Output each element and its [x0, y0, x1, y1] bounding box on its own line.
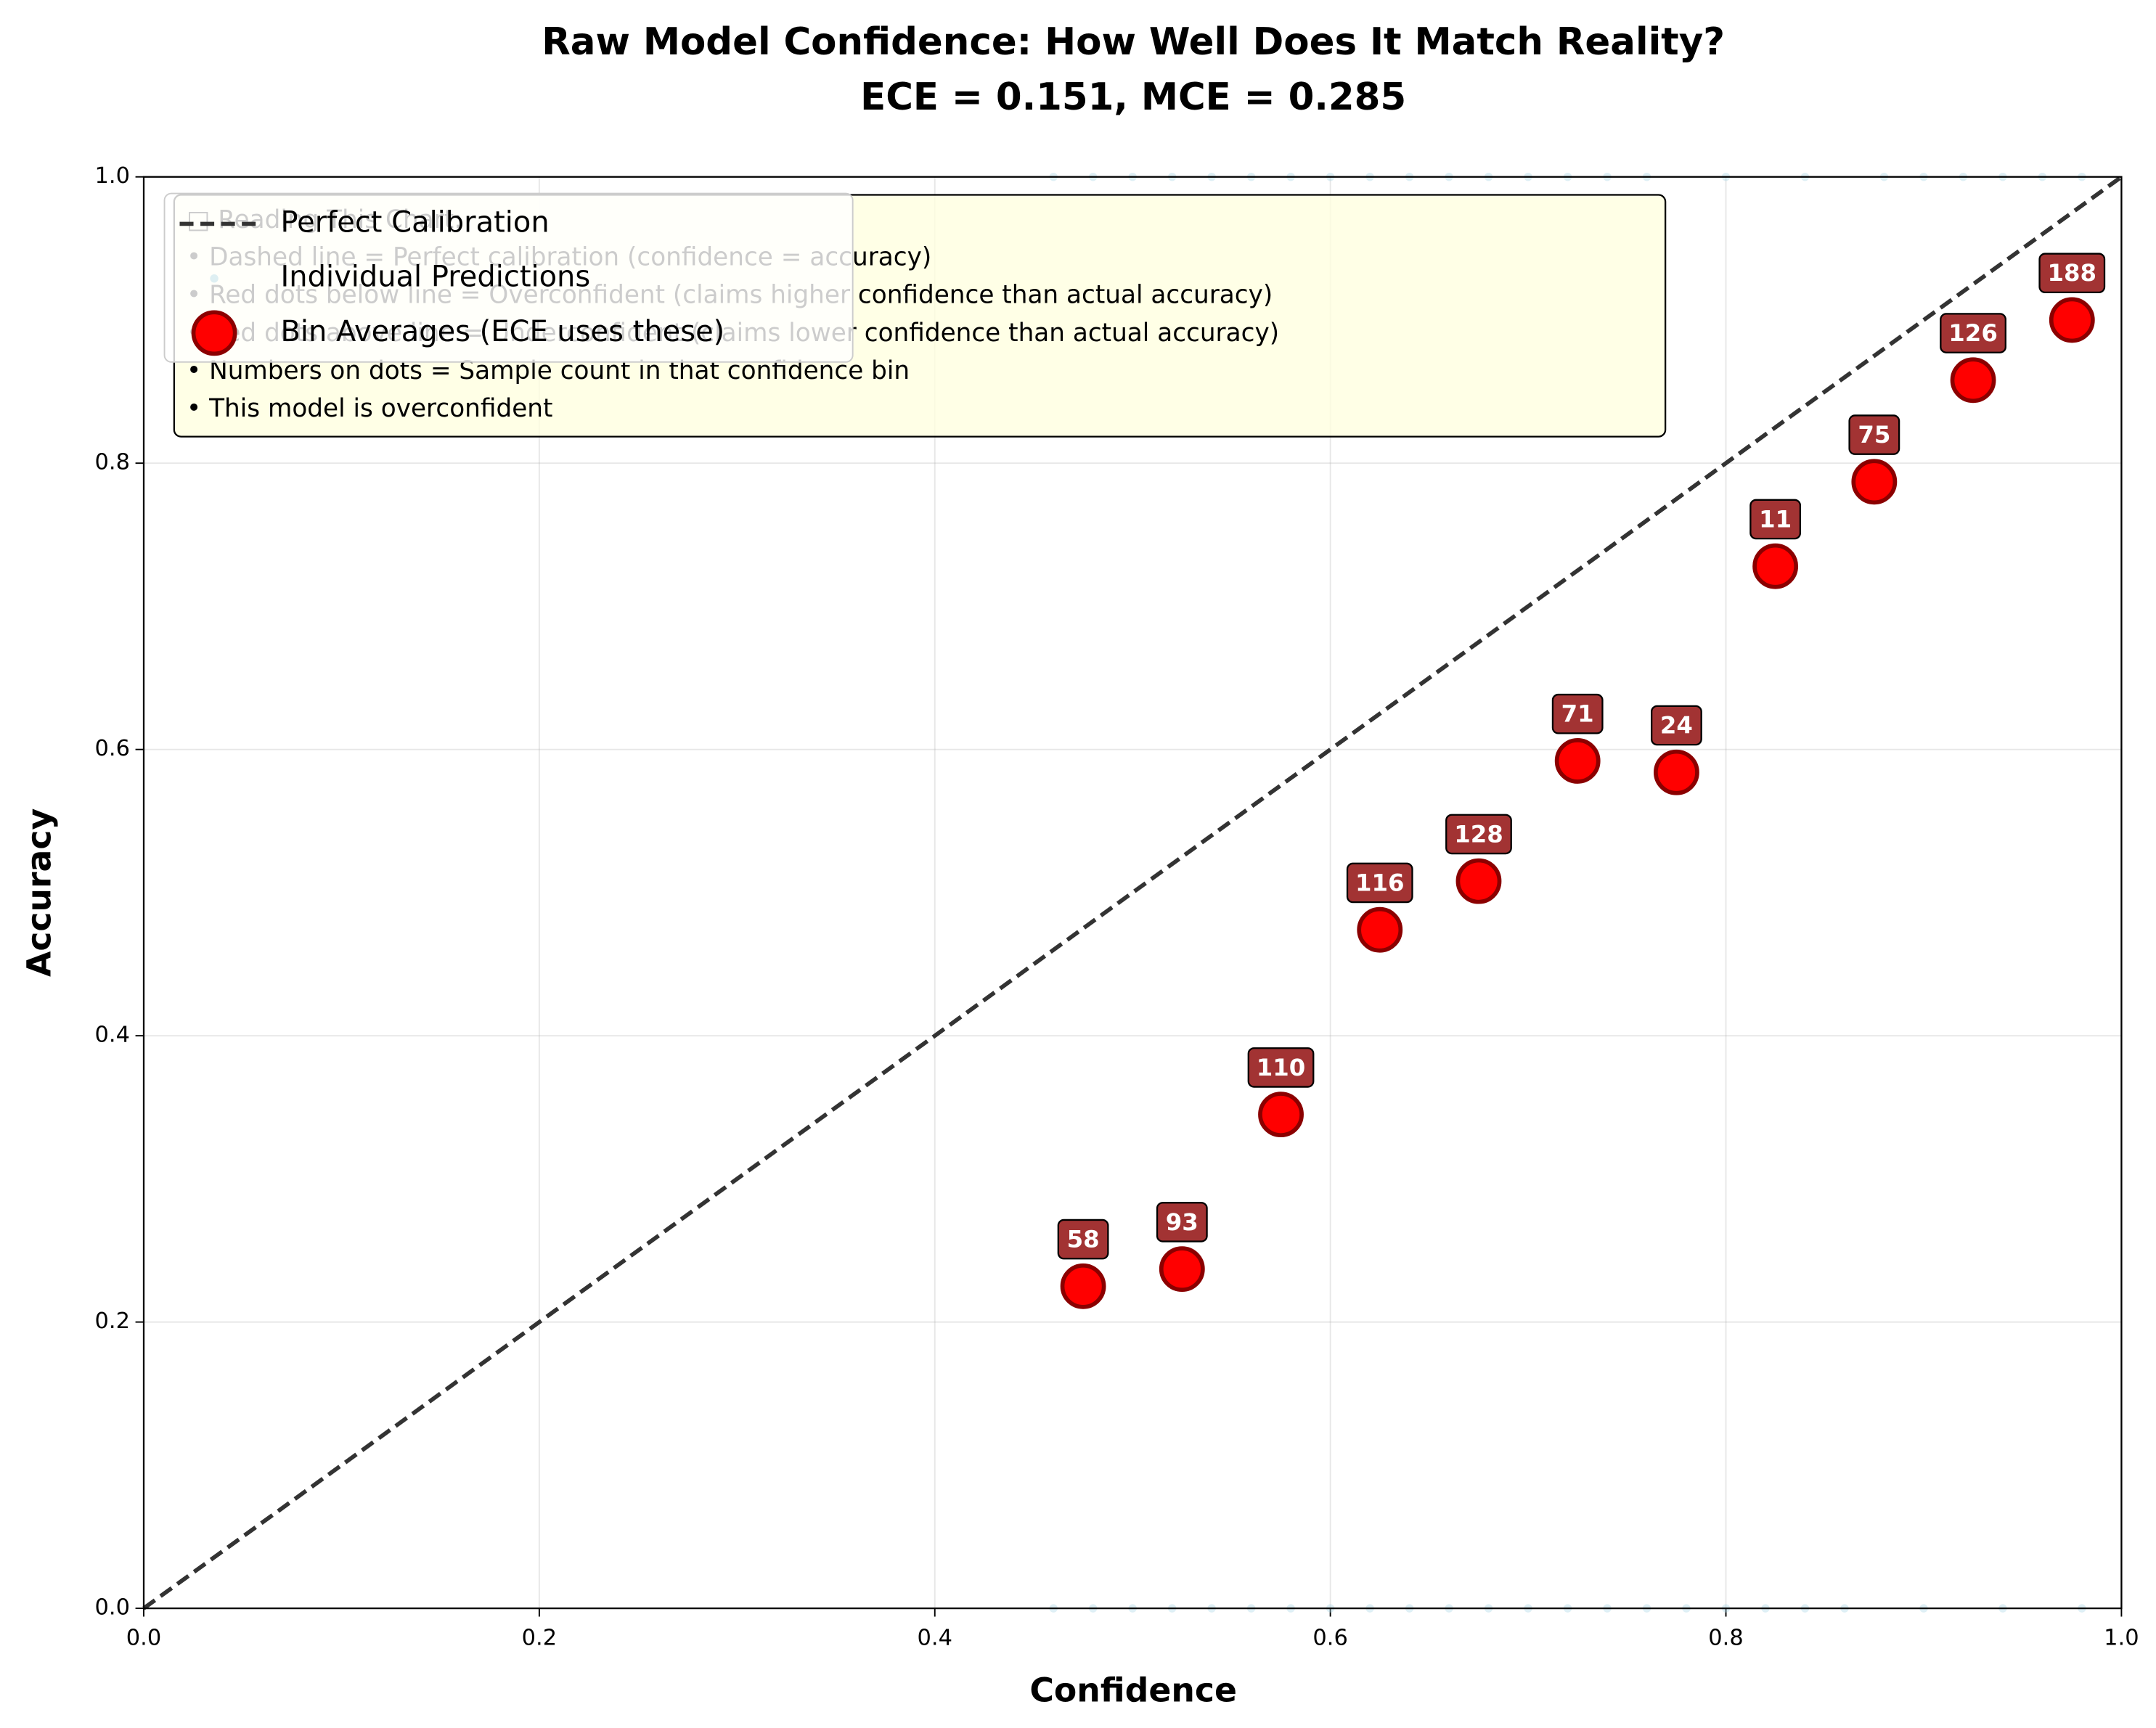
bin-average-point	[2049, 297, 2095, 343]
count-label: 24	[1660, 711, 1693, 739]
count-label: 93	[1166, 1208, 1199, 1236]
bin-average-point	[1258, 1092, 1304, 1138]
legend-label: Bin Averages (ECE uses these)	[280, 315, 724, 348]
count-label: 75	[1858, 421, 1890, 449]
bin-average-point	[1357, 906, 1403, 953]
y-tick-label: 0.2	[95, 1309, 130, 1334]
count-label-box	[1940, 313, 2006, 353]
y-tick-label: 0.8	[95, 450, 130, 475]
legend-box	[163, 192, 854, 363]
bin-average-point	[1554, 738, 1601, 784]
bin-average-point	[1060, 1263, 1106, 1309]
count-label-box	[1445, 814, 1512, 855]
count-label-box	[1346, 862, 1413, 904]
count-label: 116	[1355, 869, 1405, 896]
x-tick-label: 0.6	[1312, 1625, 1347, 1650]
plot-frame	[142, 176, 2123, 1610]
bin-average-point	[1950, 357, 1996, 404]
legend-label: Perfect Calibration	[280, 205, 549, 239]
count-label-box	[1247, 1047, 1315, 1088]
chart-title: Raw Model Confidence: How Well Does It M…	[542, 20, 1725, 64]
y-tick-label: 0.4	[95, 1023, 130, 1048]
x-tick-label: 0.2	[522, 1625, 557, 1650]
y-axis-label: Accuracy	[20, 808, 59, 977]
x-tick-label: 1.0	[2104, 1625, 2139, 1650]
count-label-box	[1057, 1219, 1109, 1260]
count-label: 58	[1067, 1225, 1100, 1253]
count-label-box	[1551, 693, 1604, 734]
x-tick-label: 0.4	[918, 1625, 952, 1650]
annotation-line: • This model is overconfident	[187, 394, 552, 423]
count-label: 126	[1948, 319, 1998, 347]
legend-swatch	[191, 310, 237, 356]
y-tick-label: 0.6	[95, 736, 130, 761]
bin-average-point	[1455, 858, 1502, 904]
count-label-box	[2038, 253, 2106, 294]
bin-average-point	[1851, 459, 1898, 505]
count-label: 188	[2048, 259, 2097, 287]
count-label-box	[1651, 705, 1702, 746]
y-tick-label: 0.0	[95, 1595, 130, 1621]
count-label-box	[1156, 1202, 1208, 1242]
x-axis-label: Confidence	[1029, 1671, 1237, 1710]
count-label: 71	[1561, 700, 1594, 728]
legend-swatch	[210, 274, 219, 283]
legend-label: Individual Predictions	[280, 261, 590, 294]
count-label: 11	[1759, 505, 1792, 533]
y-tick-label: 1.0	[95, 163, 130, 189]
x-tick-label: 0.8	[1708, 1625, 1743, 1650]
bin-average-point	[1752, 543, 1799, 589]
x-tick-label: 0.0	[126, 1625, 161, 1650]
count-label: 110	[1257, 1054, 1306, 1081]
count-label-box	[1848, 414, 1900, 455]
bin-average-point	[1159, 1246, 1205, 1293]
count-label: 128	[1454, 820, 1503, 848]
calibration-line	[142, 175, 2123, 1610]
chart-subtitle: ECE = 0.151, MCE = 0.285	[860, 75, 1406, 119]
count-label-box	[1749, 499, 1802, 540]
bin-average-point	[1653, 749, 1699, 795]
